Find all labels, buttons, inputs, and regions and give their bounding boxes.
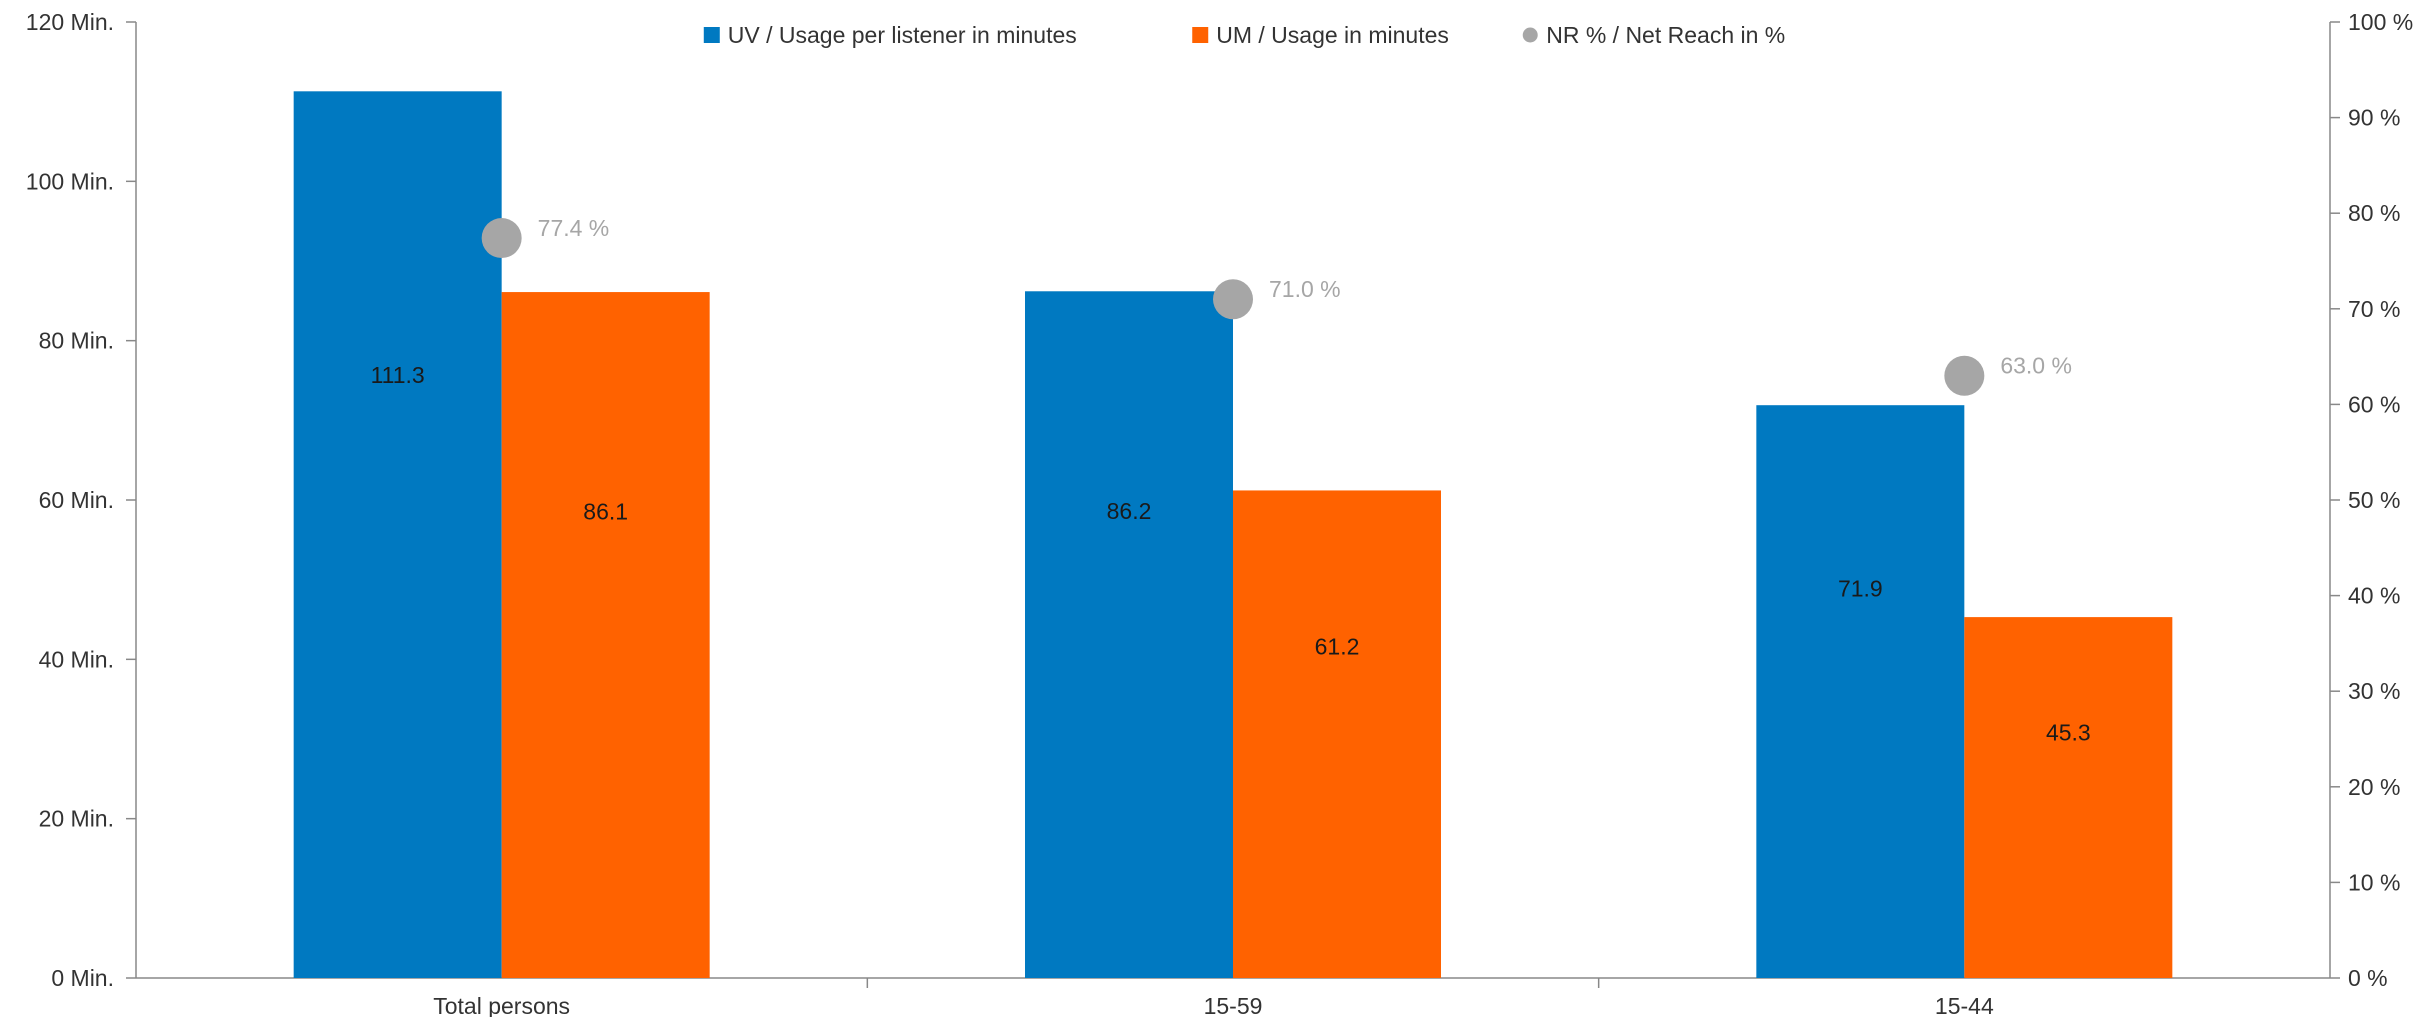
bars	[293, 91, 2173, 979]
net-reach-label: 77.4 %	[538, 215, 610, 241]
x-tick-label: 15-44	[1935, 993, 1994, 1017]
legend-label: UV / Usage per listener in minutes	[728, 22, 1077, 48]
legend-label: NR % / Net Reach in %	[1546, 22, 1785, 48]
right-y-tick-label: 50 %	[2348, 487, 2400, 513]
bar	[501, 292, 710, 978]
legend-marker-circle	[1522, 27, 1538, 43]
bar	[293, 91, 502, 978]
axes: 0 Min. 20 Min. 40 Min. 60 Min. 80 Min. 100 Mi…	[26, 9, 2413, 1017]
bar-value-label: 61.2	[1315, 633, 1360, 659]
legend-item: UM / Usage in minutes	[1192, 22, 1449, 48]
right-y-tick-label: 60 %	[2348, 391, 2400, 417]
right-y-tick-label: 30 %	[2348, 678, 2400, 704]
x-tick-label: 15-59	[1204, 993, 1263, 1017]
bar-value-label: 111.3	[371, 362, 425, 388]
left-y-tick-label: 80 Min.	[39, 328, 114, 354]
net-reach-label: 63.0 %	[2000, 353, 2072, 379]
left-y-tick-label: 100 Min.	[26, 168, 114, 194]
legend-item: UV / Usage per listener in minutes	[703, 22, 1077, 48]
bar	[1964, 617, 2173, 978]
right-y-tick-label: 20 %	[2348, 774, 2400, 800]
left-y-tick-label: 0 Min.	[51, 965, 114, 991]
net-reach-label: 71.0 %	[1269, 276, 1341, 302]
right-y-tick-label: 90 %	[2348, 105, 2400, 131]
bar-value-label: 86.1	[583, 499, 628, 525]
net-reach-point	[1944, 355, 1985, 396]
bar-value-label: 86.2	[1107, 498, 1152, 524]
bar	[1756, 405, 1965, 978]
right-y-tick-label: 10 %	[2348, 869, 2400, 895]
left-y-tick-label: 40 Min.	[39, 646, 114, 672]
left-y-tick-label: 20 Min.	[39, 806, 114, 832]
bar-value-label: 71.9	[1838, 575, 1883, 601]
left-y-tick-label: 60 Min.	[39, 487, 114, 513]
right-y-tick-label: 100 %	[2348, 9, 2413, 35]
legend: UV / Usage per listener in minutes UM / U…	[703, 22, 1785, 48]
net-reach-point	[481, 218, 522, 259]
legend-item: NR % / Net Reach in %	[1522, 22, 1785, 48]
left-y-tick-label: 120 Min.	[26, 9, 114, 35]
net-reach-points	[481, 218, 1985, 396]
bar	[1025, 291, 1233, 979]
x-tick-label: Total persons	[433, 993, 570, 1017]
legend-marker-square	[703, 27, 720, 43]
right-y-tick-label: 0 %	[2348, 965, 2388, 991]
legend-label: UM / Usage in minutes	[1216, 22, 1449, 48]
right-y-tick-label: 80 %	[2348, 200, 2400, 226]
right-y-tick-label: 40 %	[2348, 583, 2400, 609]
bar-value-label: 45.3	[2046, 720, 2091, 746]
net-reach-point	[1213, 279, 1253, 320]
data-labels: 111.3 86.2 71.9 86.1 61.2 45.3 77.4 % 71.0 % 63.…	[371, 215, 2091, 746]
legend-marker-square	[1192, 27, 1209, 43]
right-y-tick-label: 70 %	[2348, 296, 2400, 322]
bar	[1233, 490, 1441, 978]
